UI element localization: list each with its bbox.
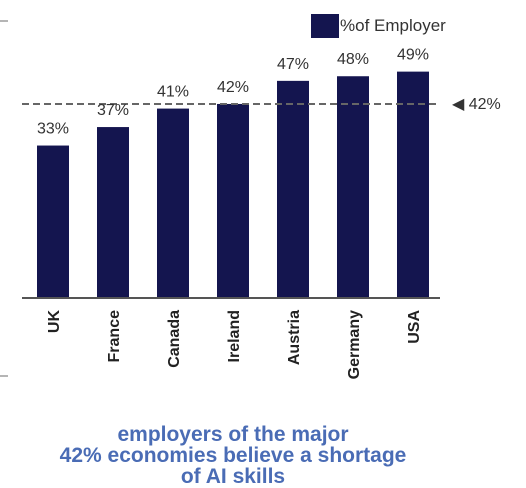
bar-france — [97, 127, 129, 298]
bar-canada — [157, 108, 189, 298]
bar-ireland — [217, 103, 249, 299]
x-tick-label-ireland: Ireland — [226, 310, 243, 362]
caption-line-1: employers of the major — [117, 423, 349, 446]
data-label-uk: 33% — [37, 121, 69, 138]
data-labels-group: 33% 37% 41% 42% 47% 48% 49% — [37, 47, 429, 138]
x-tick-label-usa: USA — [406, 310, 423, 344]
bar-austria — [277, 80, 309, 298]
x-tick-label-uk: UK — [46, 310, 63, 334]
data-label-usa: 49% — [397, 47, 429, 64]
data-label-ireland: 42% — [217, 79, 249, 96]
legend-label: %of Employer — [340, 16, 446, 35]
caption-line-3: of AI skills — [180, 465, 286, 488]
x-tick-label-germany: Germany — [346, 310, 363, 379]
data-label-canada: 41% — [157, 84, 189, 101]
data-label-austria: 47% — [277, 56, 309, 73]
bar-uk — [37, 145, 69, 298]
left-edge-mark — [0, 375, 8, 377]
caption: employers of the major 42% economies bel… — [0, 424, 466, 487]
legend-swatch — [311, 14, 339, 38]
x-tick-label-canada: Canada — [166, 310, 183, 368]
reference-line-label: ◀ 42% — [452, 96, 501, 113]
left-edge-mark — [0, 20, 8, 22]
legend: %of Employer — [311, 14, 446, 38]
data-label-france: 37% — [97, 102, 129, 119]
bar-germany — [337, 76, 369, 299]
bars-group — [37, 71, 429, 299]
x-tick-label-france: France — [106, 310, 123, 363]
caption-line-2: 42% economies believe a shortage — [59, 444, 407, 467]
x-tick-label-austria: Austria — [286, 310, 303, 365]
data-label-germany: 48% — [337, 51, 369, 68]
bar-usa — [397, 71, 429, 299]
x-tick-labels-group: UK France Canada Ireland Austria Germany USA — [46, 310, 423, 380]
